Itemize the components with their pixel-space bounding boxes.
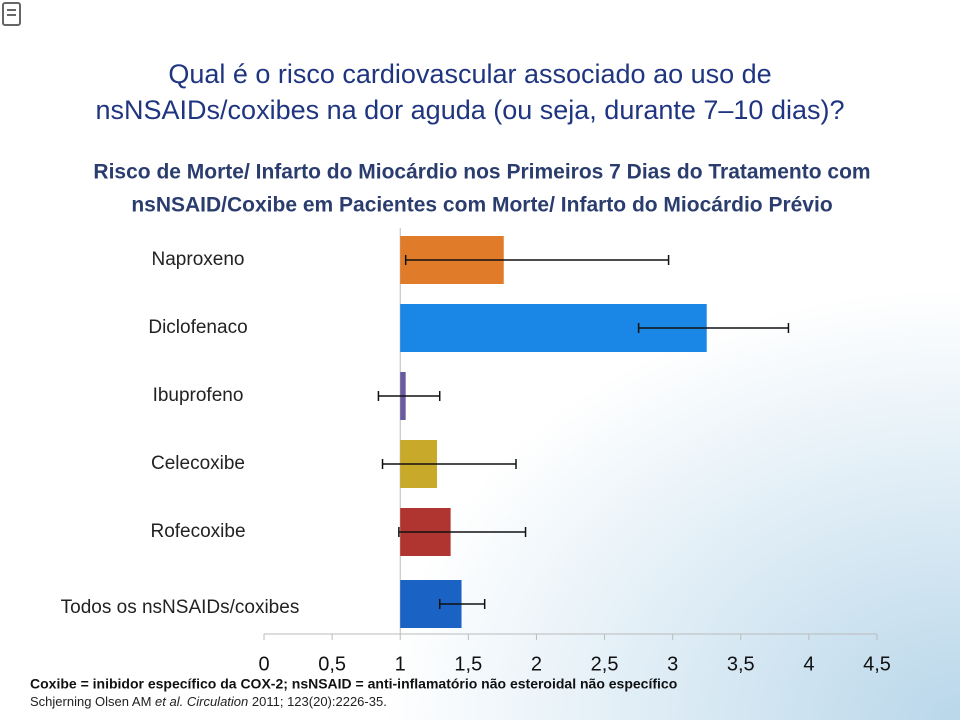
- citation-text: Circulation: [186, 694, 249, 709]
- x-tick-label: 3,5: [727, 653, 755, 675]
- error-bar: [404, 255, 670, 265]
- x-tick-label: 4: [803, 653, 814, 675]
- x-tick-label: 2,5: [591, 653, 619, 675]
- page-title: Qual é o risco cardiovascular associado …: [168, 59, 771, 89]
- x-tick-label: 0,5: [318, 653, 346, 675]
- error-bar: [438, 599, 486, 609]
- error-bar: [637, 323, 790, 333]
- error-bar: [398, 527, 527, 537]
- category-label: Todos os nsNSAIDs/coxibes: [61, 597, 300, 618]
- category-label: Diclofenaco: [148, 317, 247, 338]
- chart-title: Risco de Morte/ Infarto do Miocárdio nos…: [93, 161, 870, 184]
- doc-icon: [2, 2, 21, 26]
- x-tick-label: 4,5: [863, 653, 891, 675]
- x-tick-label: 1,5: [454, 653, 482, 675]
- error-bar: [381, 459, 517, 469]
- category-label: Ibuprofeno: [153, 385, 244, 406]
- citation: Schjerning Olsen AM et al. Circulation 2…: [30, 694, 387, 709]
- category-label: Celecoxibe: [151, 453, 245, 474]
- category-label: Naproxeno: [152, 249, 245, 270]
- chart-title: nsNSAID/Coxibe em Pacientes com Morte/ I…: [131, 194, 832, 217]
- error-bar: [377, 391, 441, 401]
- category-label: Rofecoxibe: [150, 521, 245, 542]
- citation-text: et al.: [155, 694, 184, 709]
- x-tick-label: 1: [395, 653, 406, 675]
- x-tick-label: 3: [667, 653, 678, 675]
- footnote: Coxibe = inibidor específico da COX-2; n…: [30, 676, 677, 692]
- x-tick-label: 0: [258, 653, 269, 675]
- x-tick-label: 2: [531, 653, 542, 675]
- page-title: nsNSAIDs/coxibes na dor aguda (ou seja, …: [96, 95, 845, 125]
- citation-text: 2011; 123(20):2226-35.: [251, 694, 387, 709]
- citation-text: Schjerning Olsen AM: [30, 694, 152, 709]
